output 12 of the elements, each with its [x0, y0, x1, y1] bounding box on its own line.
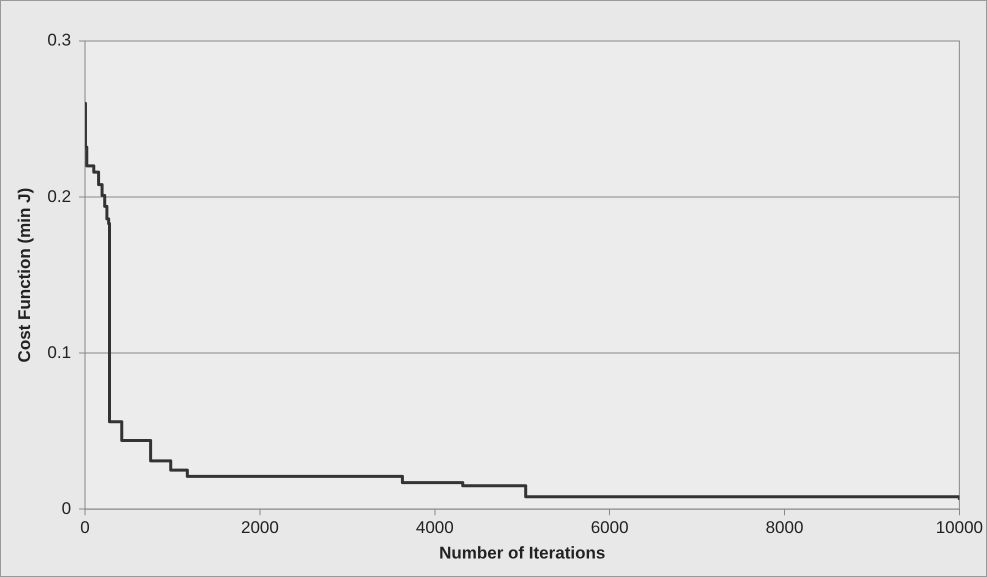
x-tick-label: 6000 — [590, 518, 629, 538]
y-tick-label: 0.3 — [47, 30, 72, 50]
y-tick-label: 0 — [62, 498, 72, 518]
x-tick-label: 2000 — [240, 518, 279, 538]
x-axis-title: Number of Iterations — [439, 543, 606, 562]
y-tick-label: 0.1 — [47, 342, 72, 362]
x-tick-label: 0 — [80, 518, 90, 538]
y-tick-label: 0.2 — [47, 186, 72, 206]
x-tick-label: 10000 — [936, 518, 984, 538]
x-tick-label: 4000 — [416, 518, 454, 538]
y-axis-title: Cost Function (min J) — [14, 188, 34, 362]
x-tick-label: 8000 — [766, 518, 804, 538]
